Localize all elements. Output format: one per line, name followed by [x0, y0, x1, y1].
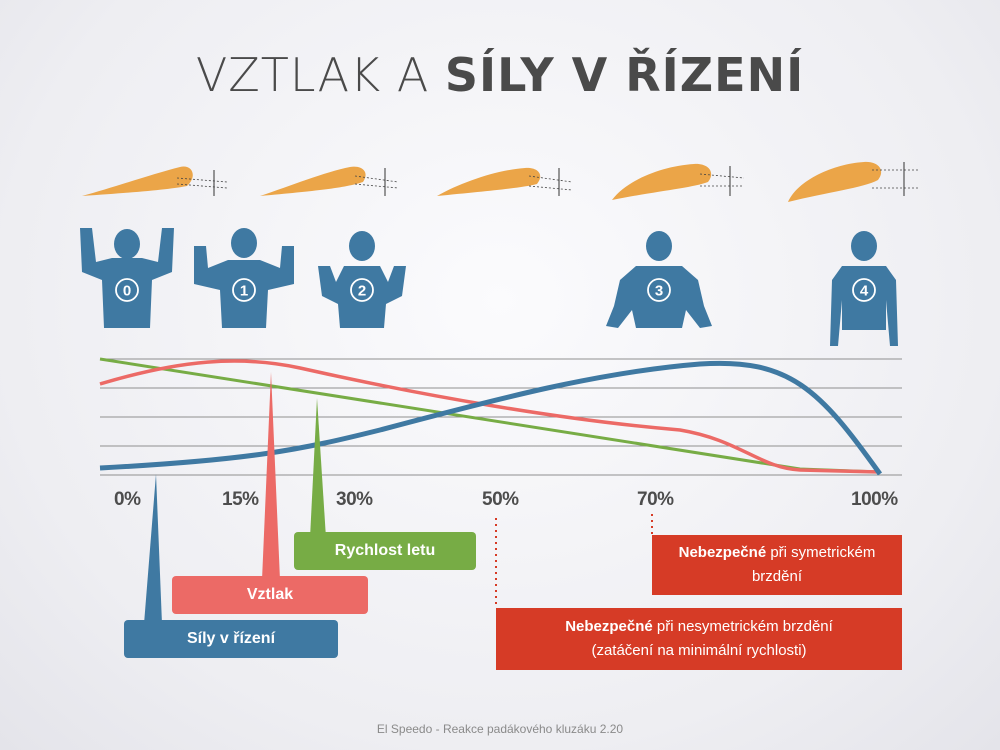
pilot-figure-3 [606, 231, 712, 328]
rychlost-curve [99, 357, 881, 474]
wing-profile-3 [612, 163, 745, 200]
badge-circle-4 [852, 278, 876, 302]
badge-group [115, 278, 876, 302]
wing-profile-1 [260, 166, 399, 196]
badge-circle-0 [115, 278, 139, 302]
pilot-figure-4 [830, 231, 898, 346]
wing-profile-4 [788, 161, 918, 202]
vztlak-pointer [262, 372, 280, 580]
warning-asymmetric-bold: Nebezpečné [565, 618, 653, 635]
badge-4: 4 [860, 283, 869, 300]
badge-circle-3 [647, 278, 671, 302]
vztlak-label: Vztlak [246, 586, 294, 603]
wing-profile-2 [437, 167, 573, 196]
percent-label-0: 0% [114, 489, 141, 510]
vztlak-curve [99, 359, 881, 474]
rychlost-label: Rychlost letu [334, 542, 436, 559]
page-title: VZTLAK A SÍLY V ŘÍZENÍ [0, 48, 1000, 102]
percent-label-15: 15% [222, 489, 259, 510]
warning-asymmetric-line2: (zatáčení na minimální rychlosti) [591, 642, 807, 659]
badge-circle-1 [232, 278, 256, 302]
badge-3: 3 [655, 283, 663, 300]
warning-symmetric-bold: Nebezpečné [678, 544, 767, 561]
sily-callout: Síly v řízení [124, 620, 338, 658]
sily-label: Síly v řízení [186, 630, 276, 647]
badge-circle-2 [350, 278, 374, 302]
warning-symmetric-line2: brzdění [751, 568, 803, 585]
rychlost-pointer [310, 398, 326, 538]
footer-text: El Speedo - Reakce padákového kluzáku 2.… [376, 722, 624, 736]
vztlak-callout: Vztlak [172, 576, 368, 614]
badge-1: 1 [240, 283, 248, 300]
percent-label-100: 100% [851, 489, 898, 510]
rychlost-callout: Rychlost letu [294, 532, 476, 570]
percent-label-30: 30% [336, 489, 373, 510]
warning-asymmetric-line1: při nesymetrickém brzdění [652, 618, 833, 635]
sily-pointer [144, 474, 162, 624]
wing-profile-0 [82, 166, 228, 196]
badge-0: 0 [123, 283, 131, 300]
percent-label-70: 70% [637, 489, 674, 510]
pilot-figure-0 [80, 228, 174, 328]
pilot-figure-2 [318, 231, 406, 328]
pilot-figure-1 [194, 228, 294, 328]
warning-symmetric-line1: při symetrickém [766, 544, 876, 561]
title-bold: SÍLY V ŘÍZENÍ [444, 48, 805, 102]
warning-asymmetric: Nebezpečné při nesymetrickém brzdění (za… [496, 608, 902, 670]
badge-2: 2 [358, 283, 366, 300]
grid-lines [100, 358, 902, 476]
title-light: VZTLAK A [195, 48, 445, 102]
warning-symmetric: Nebezpečné při symetrickém brzdění [652, 535, 902, 595]
sily-curve [99, 360, 883, 476]
percent-label-50: 50% [482, 489, 519, 510]
